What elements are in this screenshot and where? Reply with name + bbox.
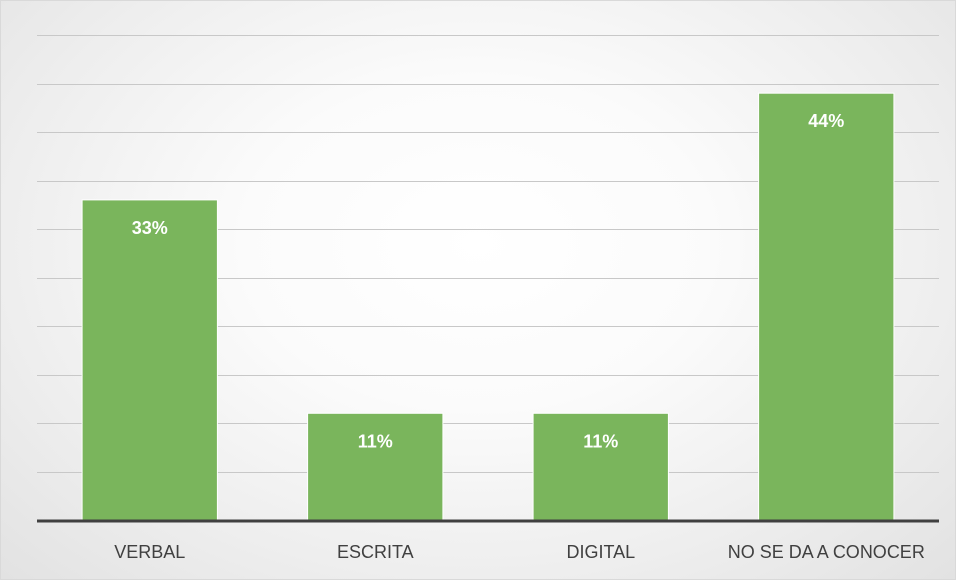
bars [81,92,895,521]
x-tick-label: DIGITAL [566,542,635,562]
data-label: 33% [132,218,168,238]
data-labels: 33% 11% 11% 44% [132,111,845,451]
data-label: 11% [583,431,618,451]
x-axis-tick-labels: VERBAL ESCRITA DIGITAL NO SE DA A CONOCER [114,542,925,562]
data-label: 11% [358,431,393,451]
x-tick-label: ESCRITA [337,542,414,562]
bar-verbal [81,199,218,521]
x-tick-label: NO SE DA A CONOCER [728,542,925,562]
data-label: 44% [808,111,844,131]
bar-escrita [307,412,444,521]
x-tick-label: VERBAL [114,542,185,562]
bar-no-se-da-a-conocer [758,92,895,521]
bar-digital [532,412,669,521]
